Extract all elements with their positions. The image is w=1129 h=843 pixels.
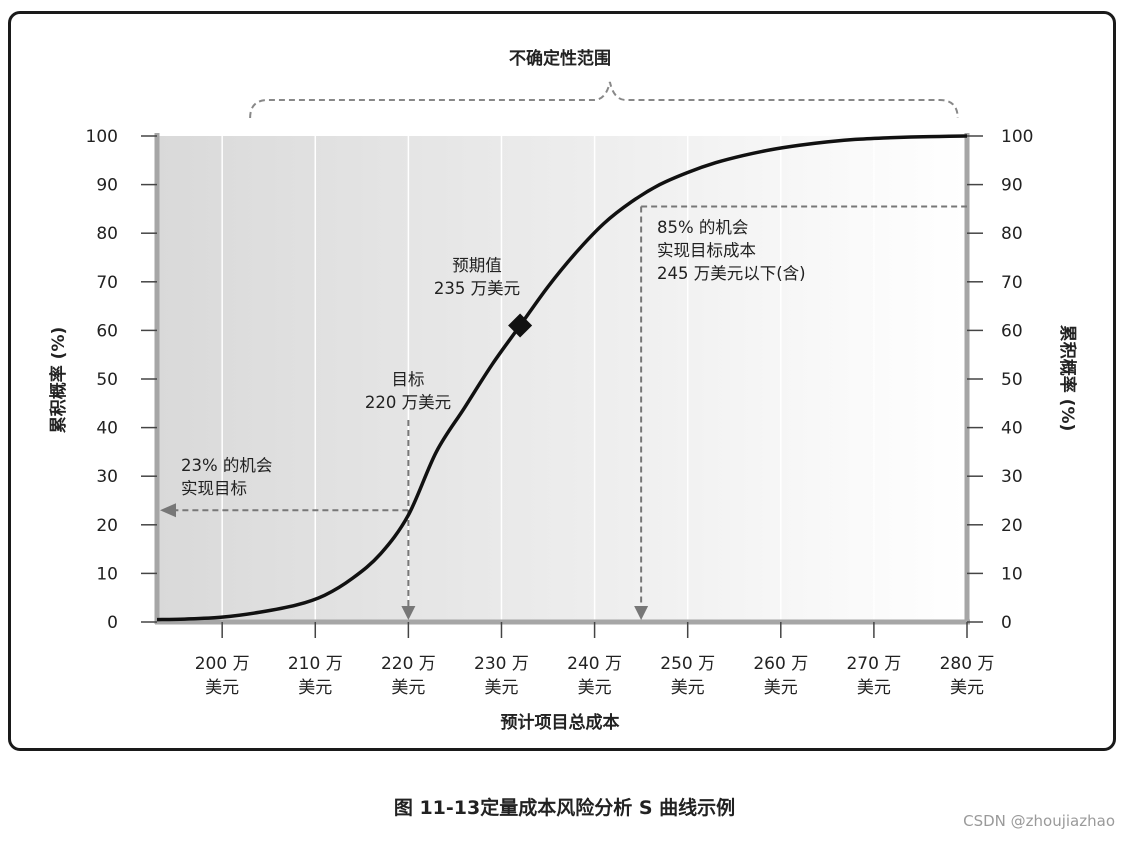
x-tick-label-line1: 280 万 bbox=[940, 654, 995, 674]
y-tick-label-right: 50 bbox=[1001, 370, 1023, 390]
y-tick-label-left: 40 bbox=[96, 419, 118, 439]
figure-caption: 图 11-13定量成本风险分析 S 曲线示例 bbox=[393, 797, 736, 819]
target-label-line1: 目标 bbox=[392, 370, 425, 389]
y-tick-label-right: 90 bbox=[1001, 176, 1023, 196]
y-tick-label-left: 100 bbox=[86, 127, 118, 147]
y-tick-label-right: 0 bbox=[1001, 613, 1012, 633]
x-tick-label-line2: 美元 bbox=[298, 678, 332, 698]
x-tick-label-line1: 240 万 bbox=[567, 654, 622, 674]
expected-label-line2: 235 万美元 bbox=[434, 279, 520, 298]
watermark: CSDN @zhoujiazhao bbox=[963, 812, 1115, 830]
x-tick-label-line2: 美元 bbox=[950, 678, 984, 698]
y-tick-label-right: 30 bbox=[1001, 467, 1023, 487]
y-tick-label-right: 60 bbox=[1001, 321, 1023, 341]
y-ticks-left: 0 10 20 30 40 50 60 70 80 90 100 bbox=[86, 127, 157, 633]
y-tick-label-right: 40 bbox=[1001, 419, 1023, 439]
y-tick-label-left: 10 bbox=[96, 564, 118, 584]
expected-label-line1: 预期值 bbox=[452, 256, 502, 275]
chance85-line2: 实现目标成本 bbox=[657, 241, 756, 260]
y-tick-label-right: 20 bbox=[1001, 516, 1023, 536]
chart-title: 不确定性范围 bbox=[509, 48, 611, 69]
y-tick-label-right: 70 bbox=[1001, 273, 1023, 293]
y-tick-label-left: 70 bbox=[96, 273, 118, 293]
y-tick-label-left: 60 bbox=[96, 321, 118, 341]
chance23-line1: 23% 的机会 bbox=[181, 456, 272, 475]
y-tick-label-left: 20 bbox=[96, 516, 118, 536]
y-ticks-right: 0 10 20 30 40 50 60 70 80 90 100 bbox=[967, 127, 1033, 633]
x-ticks: 200 万美元 210 万美元 220 万美元 230 万美元 240 万美元 250 万… bbox=[195, 622, 995, 698]
y-tick-label-left: 90 bbox=[96, 176, 118, 196]
x-tick-label-line2: 美元 bbox=[484, 678, 518, 698]
y-axis-label-right: 累积概率 (%) bbox=[1057, 325, 1078, 432]
chance85-line3: 245 万美元以下(含) bbox=[657, 264, 806, 283]
x-tick-label-line2: 美元 bbox=[391, 678, 425, 698]
uncertainty-brace bbox=[249, 81, 959, 119]
x-tick-label-line1: 220 万 bbox=[381, 654, 436, 674]
x-tick-label-line1: 210 万 bbox=[288, 654, 343, 674]
s-curve-line bbox=[156, 134, 968, 622]
y-tick-label-right: 10 bbox=[1001, 564, 1023, 584]
y-tick-label-right: 80 bbox=[1001, 224, 1023, 244]
y-tick-label-left: 0 bbox=[107, 613, 118, 633]
chance85-line1: 85% 的机会 bbox=[657, 218, 748, 237]
y-tick-label-left: 50 bbox=[96, 370, 118, 390]
x-tick-label-line2: 美元 bbox=[764, 678, 798, 698]
x-tick-label-line1: 200 万 bbox=[195, 654, 250, 674]
y-tick-label-left: 80 bbox=[96, 224, 118, 244]
y-axis-label-left: 累积概率 (%) bbox=[48, 327, 69, 434]
plot-area bbox=[157, 136, 967, 623]
x-tick-label-line2: 美元 bbox=[857, 678, 891, 698]
y-tick-label-right: 100 bbox=[1001, 127, 1033, 147]
target-label-line2: 220 万美元 bbox=[365, 393, 451, 412]
target-arrow-down bbox=[401, 606, 416, 620]
y-tick-label-left: 30 bbox=[96, 467, 118, 487]
x-axis-label: 预计项目总成本 bbox=[501, 712, 620, 733]
target-arrow-left bbox=[160, 503, 176, 518]
x-tick-label-line2: 美元 bbox=[205, 678, 239, 698]
chance23-line2: 实现目标 bbox=[181, 479, 247, 498]
x-tick-label-line2: 美元 bbox=[671, 678, 705, 698]
p85-arrow-down bbox=[634, 606, 649, 620]
x-tick-label-line2: 美元 bbox=[578, 678, 612, 698]
x-tick-label-line1: 230 万 bbox=[474, 654, 529, 674]
x-tick-label-line1: 260 万 bbox=[753, 654, 808, 674]
x-tick-label-line1: 250 万 bbox=[660, 654, 715, 674]
x-tick-label-line1: 270 万 bbox=[846, 654, 901, 674]
